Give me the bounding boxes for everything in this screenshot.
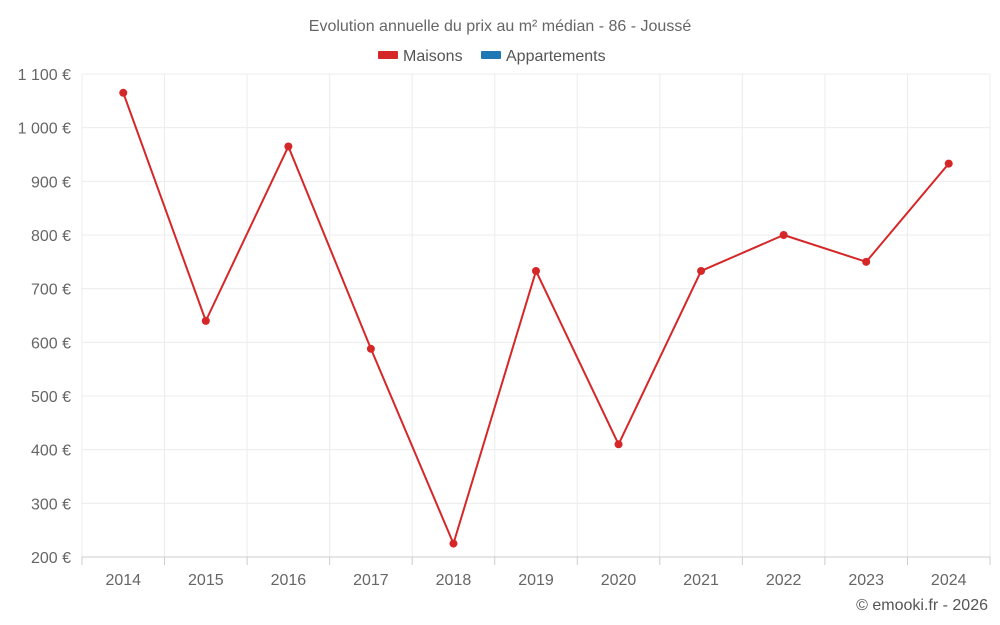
x-tick-label: 2023 (848, 572, 884, 589)
y-tick-label: 200 € (31, 550, 71, 567)
y-tick-label: 400 € (31, 443, 71, 460)
y-tick-label: 1 000 € (18, 121, 71, 138)
legend: Maisons Appartements (378, 48, 606, 65)
y-tick-label: 1 100 € (18, 67, 71, 84)
legend-item-appartements[interactable]: Appartements (481, 48, 606, 65)
data-point-maisons-2020[interactable] (614, 440, 623, 449)
data-point-maisons-2019[interactable] (532, 266, 540, 275)
chart-title: Evolution annuelle du prix au m² médian … (309, 18, 692, 35)
credit-text: © emooki.fr - 2026 (856, 597, 988, 614)
x-tick-label: 2024 (931, 572, 967, 589)
axes: 200 € 300 € 400 € 500 € 600 € 700 € 800 € 900 €… (18, 67, 991, 589)
data-point-maisons-2016[interactable] (284, 142, 293, 151)
data-point-maisons-2015[interactable] (201, 316, 210, 325)
data-point-maisons-2023[interactable] (862, 257, 871, 266)
data-point-maisons-2021[interactable] (697, 266, 706, 275)
y-tick-label: 700 € (31, 282, 71, 299)
data-point-maisons-2024[interactable] (944, 159, 953, 168)
y-tick-label: 300 € (31, 496, 71, 513)
y-tick-label: 900 € (31, 174, 71, 191)
data-point-maisons-2018[interactable] (449, 539, 458, 548)
y-tick-label: 500 € (31, 389, 71, 406)
x-tick-label: 2016 (271, 572, 307, 589)
x-tick-label: 2015 (188, 572, 224, 589)
x-tick-label: 2018 (436, 572, 472, 589)
legend-label-appartements: Appartements (506, 48, 606, 65)
x-tick-label: 2020 (601, 572, 637, 589)
y-tick-label: 800 € (31, 228, 71, 245)
legend-swatch-maisons (378, 51, 398, 59)
data-point-maisons-2014[interactable] (119, 88, 128, 97)
x-tick-label: 2017 (353, 572, 389, 589)
x-tick-label: 2014 (105, 572, 141, 589)
data-point-maisons-2022[interactable] (779, 231, 788, 239)
x-tick-label: 2021 (683, 572, 719, 589)
grid (81, 73, 991, 557)
legend-label-maisons: Maisons (403, 48, 463, 65)
legend-swatch-appartements (481, 51, 501, 59)
series-maisons (119, 88, 953, 548)
y-tick-label: 600 € (31, 335, 71, 352)
legend-item-maisons[interactable]: Maisons (378, 48, 463, 65)
x-tick-label: 2019 (518, 572, 554, 589)
data-point-maisons-2017[interactable] (366, 344, 375, 353)
x-tick-label: 2022 (766, 572, 802, 589)
